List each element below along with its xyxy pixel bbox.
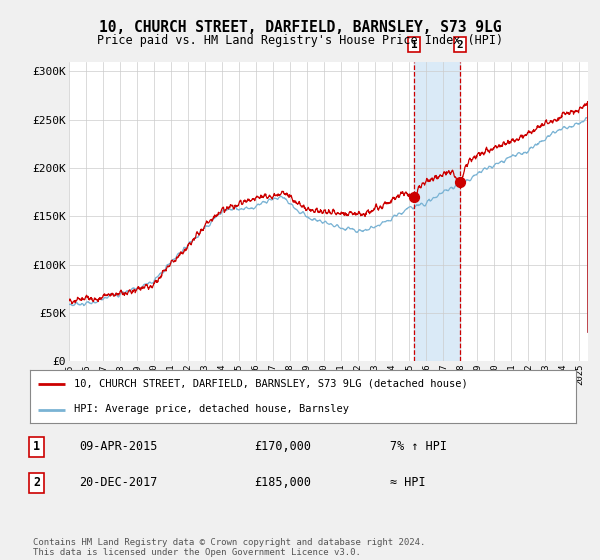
Text: Price paid vs. HM Land Registry's House Price Index (HPI): Price paid vs. HM Land Registry's House … <box>97 34 503 46</box>
Text: 09-APR-2015: 09-APR-2015 <box>79 440 158 453</box>
Text: £170,000: £170,000 <box>254 440 311 453</box>
Text: ≈ HPI: ≈ HPI <box>391 477 426 489</box>
Point <box>455 178 464 187</box>
Text: 2: 2 <box>33 477 40 489</box>
Text: 1: 1 <box>33 440 40 453</box>
Point <box>409 193 419 202</box>
Text: 20-DEC-2017: 20-DEC-2017 <box>79 477 158 489</box>
Bar <box>414 62 460 361</box>
Text: Contains HM Land Registry data © Crown copyright and database right 2024.
This d: Contains HM Land Registry data © Crown c… <box>33 538 425 557</box>
Text: 10, CHURCH STREET, DARFIELD, BARNSLEY, S73 9LG: 10, CHURCH STREET, DARFIELD, BARNSLEY, S… <box>99 20 501 35</box>
Text: 2: 2 <box>457 40 463 50</box>
Text: 10, CHURCH STREET, DARFIELD, BARNSLEY, S73 9LG (detached house): 10, CHURCH STREET, DARFIELD, BARNSLEY, S… <box>74 379 467 389</box>
Text: 1: 1 <box>410 40 417 50</box>
Text: 7% ↑ HPI: 7% ↑ HPI <box>391 440 448 453</box>
Text: £185,000: £185,000 <box>254 477 311 489</box>
Text: HPI: Average price, detached house, Barnsley: HPI: Average price, detached house, Barn… <box>74 404 349 414</box>
